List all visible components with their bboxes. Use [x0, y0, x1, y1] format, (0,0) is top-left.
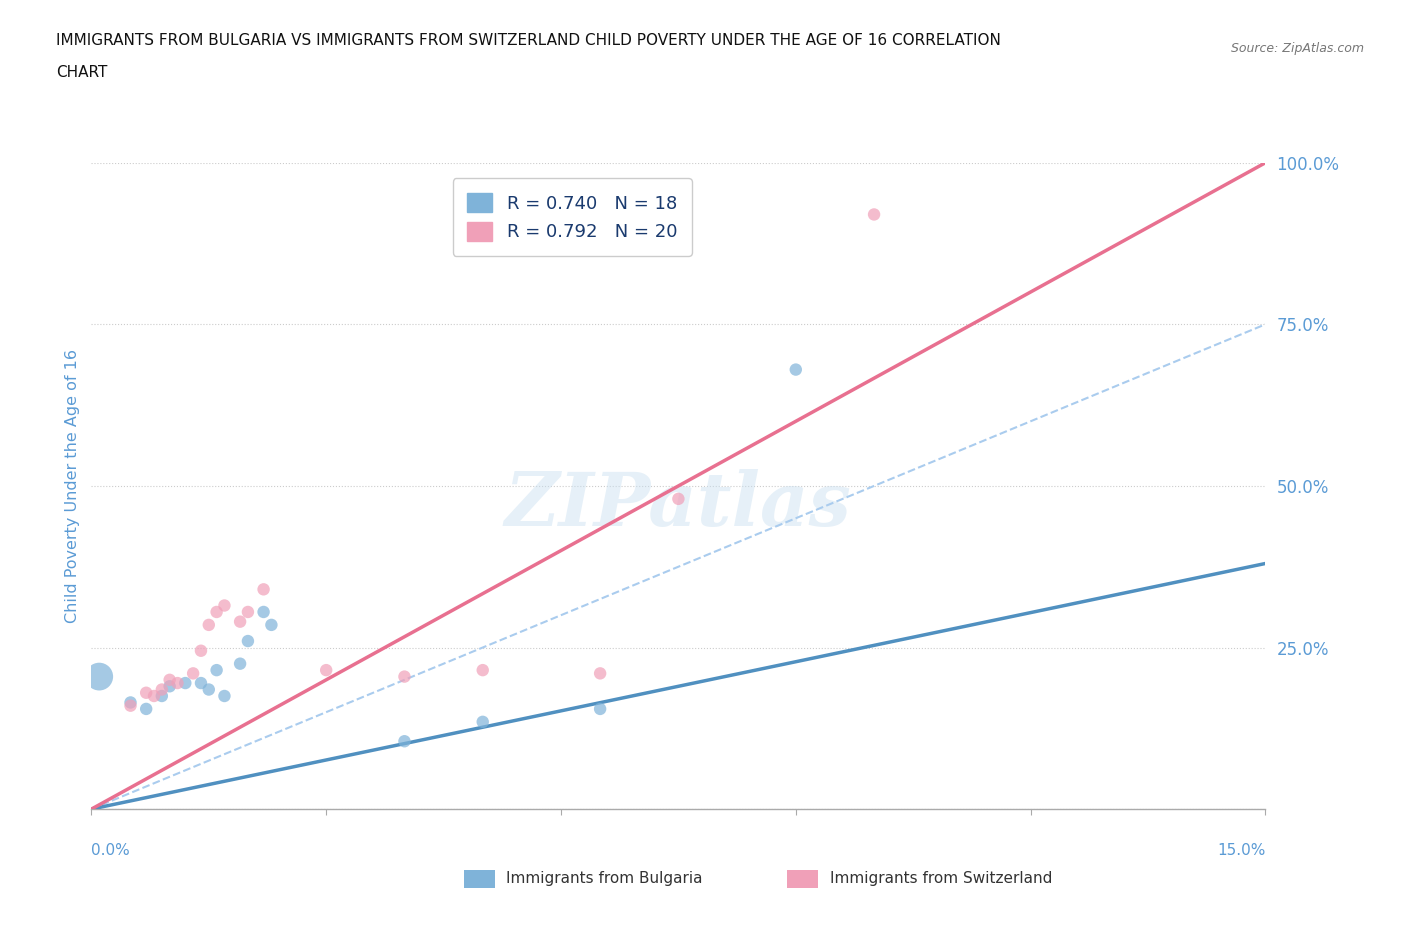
Point: [589, 701, 612, 716]
Text: Immigrants from Switzerland: Immigrants from Switzerland: [830, 871, 1052, 886]
Point: [260, 618, 283, 632]
Point: [197, 618, 219, 632]
Point: [471, 714, 494, 729]
Point: [252, 582, 274, 597]
Point: [166, 675, 188, 690]
Point: [197, 682, 219, 697]
Point: [120, 695, 142, 710]
Text: Source: ZipAtlas.com: Source: ZipAtlas.com: [1230, 42, 1364, 55]
Text: 15.0%: 15.0%: [1218, 844, 1265, 858]
Point: [394, 734, 416, 749]
Point: [229, 614, 252, 629]
Point: [205, 604, 228, 619]
Legend: R = 0.740   N = 18, R = 0.792   N = 20: R = 0.740 N = 18, R = 0.792 N = 20: [453, 179, 692, 256]
Point: [252, 604, 274, 619]
Point: [89, 670, 111, 684]
Point: [236, 604, 259, 619]
Point: [315, 663, 337, 678]
Point: [150, 688, 173, 703]
Point: [214, 598, 236, 613]
Point: [159, 672, 181, 687]
Point: [150, 682, 173, 697]
Text: 0.0%: 0.0%: [91, 844, 131, 858]
Point: [120, 698, 142, 713]
Point: [135, 701, 157, 716]
Point: [666, 491, 689, 506]
Point: [589, 666, 612, 681]
Point: [785, 362, 807, 377]
Point: [471, 663, 494, 678]
Point: [190, 644, 212, 658]
Point: [236, 633, 259, 648]
Point: [190, 675, 212, 690]
Text: Immigrants from Bulgaria: Immigrants from Bulgaria: [506, 871, 703, 886]
Y-axis label: Child Poverty Under the Age of 16: Child Poverty Under the Age of 16: [65, 349, 80, 623]
Point: [174, 675, 197, 690]
Text: CHART: CHART: [56, 65, 108, 80]
Point: [181, 666, 204, 681]
Point: [863, 207, 886, 222]
Point: [143, 688, 166, 703]
Point: [394, 670, 416, 684]
Point: [214, 688, 236, 703]
Point: [229, 657, 252, 671]
Text: ZIPatlas: ZIPatlas: [505, 469, 852, 541]
Text: IMMIGRANTS FROM BULGARIA VS IMMIGRANTS FROM SWITZERLAND CHILD POVERTY UNDER THE : IMMIGRANTS FROM BULGARIA VS IMMIGRANTS F…: [56, 33, 1001, 47]
Point: [135, 685, 157, 700]
Point: [205, 663, 228, 678]
Point: [159, 679, 181, 694]
